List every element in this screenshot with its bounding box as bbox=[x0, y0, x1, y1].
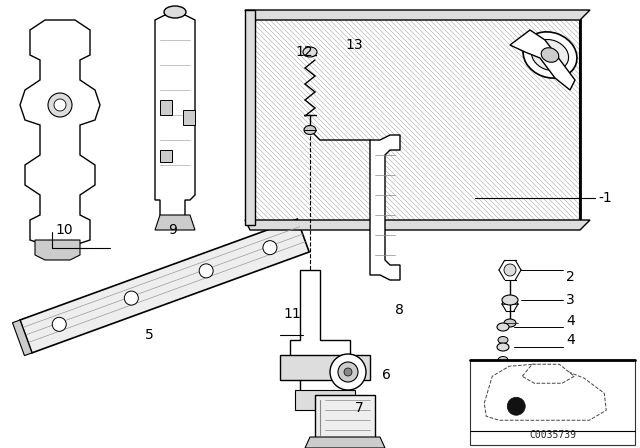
Polygon shape bbox=[245, 220, 590, 230]
Ellipse shape bbox=[304, 125, 316, 134]
Ellipse shape bbox=[523, 32, 577, 78]
Circle shape bbox=[263, 241, 277, 254]
Text: 4: 4 bbox=[566, 333, 575, 347]
Ellipse shape bbox=[303, 47, 317, 57]
Polygon shape bbox=[522, 364, 574, 383]
Text: 6: 6 bbox=[382, 368, 391, 382]
Bar bbox=[160, 100, 172, 115]
Polygon shape bbox=[155, 215, 195, 230]
Ellipse shape bbox=[541, 48, 559, 62]
Bar bbox=[470, 360, 635, 445]
Polygon shape bbox=[20, 219, 309, 353]
Ellipse shape bbox=[498, 357, 508, 363]
Polygon shape bbox=[20, 20, 100, 250]
Circle shape bbox=[54, 99, 66, 111]
Circle shape bbox=[124, 291, 138, 305]
Ellipse shape bbox=[502, 295, 518, 305]
Circle shape bbox=[330, 354, 366, 390]
Polygon shape bbox=[484, 364, 606, 420]
Circle shape bbox=[52, 317, 67, 332]
Circle shape bbox=[338, 362, 358, 382]
Ellipse shape bbox=[497, 323, 509, 331]
Polygon shape bbox=[305, 437, 385, 448]
Bar bbox=[295, 390, 355, 410]
Polygon shape bbox=[315, 395, 375, 440]
Polygon shape bbox=[280, 355, 370, 380]
Ellipse shape bbox=[498, 336, 508, 344]
Text: 10: 10 bbox=[55, 223, 72, 237]
Polygon shape bbox=[245, 10, 255, 225]
Polygon shape bbox=[510, 30, 575, 90]
Ellipse shape bbox=[164, 6, 186, 18]
Text: 8: 8 bbox=[395, 303, 404, 317]
Text: 7: 7 bbox=[355, 401, 364, 415]
Text: 13: 13 bbox=[345, 38, 363, 52]
Circle shape bbox=[344, 368, 352, 376]
Text: C0035739: C0035739 bbox=[529, 430, 576, 440]
Polygon shape bbox=[35, 240, 80, 260]
Circle shape bbox=[48, 93, 72, 117]
Circle shape bbox=[199, 264, 213, 278]
Circle shape bbox=[508, 397, 525, 415]
Text: 2: 2 bbox=[566, 270, 575, 284]
Polygon shape bbox=[370, 135, 400, 280]
Bar bbox=[183, 110, 195, 125]
Text: 12: 12 bbox=[295, 45, 312, 59]
Text: 5: 5 bbox=[145, 328, 154, 342]
Circle shape bbox=[504, 264, 516, 276]
Bar bbox=[250, 15, 580, 225]
Text: 9: 9 bbox=[168, 223, 177, 237]
Polygon shape bbox=[245, 10, 590, 20]
Bar bbox=[160, 150, 172, 162]
Polygon shape bbox=[290, 270, 350, 360]
Polygon shape bbox=[155, 15, 195, 220]
Text: 4: 4 bbox=[566, 314, 575, 328]
Text: -1: -1 bbox=[598, 191, 612, 205]
Text: 3: 3 bbox=[566, 293, 575, 307]
Ellipse shape bbox=[531, 39, 568, 70]
Text: 11: 11 bbox=[283, 307, 301, 321]
Ellipse shape bbox=[497, 343, 509, 351]
Ellipse shape bbox=[504, 319, 516, 327]
Polygon shape bbox=[13, 320, 32, 356]
